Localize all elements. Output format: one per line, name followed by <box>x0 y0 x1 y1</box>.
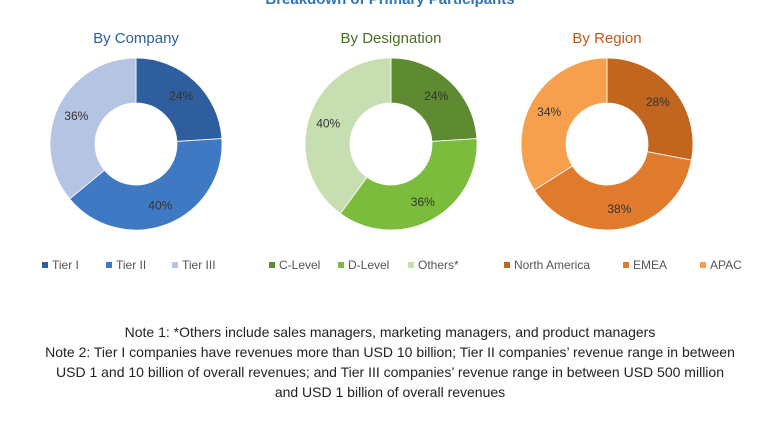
legend-item-d-level: D-Level <box>338 258 389 272</box>
legend-swatch-emea <box>623 261 629 268</box>
slice-label-tier-iii: 36% <box>64 109 88 123</box>
donut-slice-d-level <box>339 138 478 231</box>
designation-chart-title: By Designation <box>340 30 442 47</box>
region-donut-chart: 28% 38% 34% <box>520 57 694 231</box>
slice-label-d-level: 36% <box>411 195 435 209</box>
footnotes: Note 1: *Others include sales managers, … <box>0 322 780 402</box>
slice-label-tier-i: 24% <box>169 89 193 103</box>
note-1: Note 1: *Others include sales managers, … <box>124 324 656 340</box>
legend-item-tier-i: Tier I <box>42 258 79 272</box>
slice-label-apac: 34% <box>537 105 561 119</box>
legend-swatch-apac <box>700 261 706 268</box>
donut-slice-others <box>304 57 392 215</box>
legend-item-others: Others* <box>408 258 459 272</box>
legend-swatch-tier-ii <box>106 261 112 268</box>
donut-slice-emea <box>533 151 692 231</box>
legend-label-c-level: C-Level <box>279 258 321 272</box>
donut-slice-apac <box>520 57 608 191</box>
note-2-line-1: Note 2: Tier I companies have revenues m… <box>45 344 735 360</box>
legend-label-apac: APAC <box>710 258 742 272</box>
donut-slice-tier-iii <box>49 57 137 200</box>
company-donut-chart: 24% 40% 36% <box>49 57 223 231</box>
legend-label-tier-iii: Tier III <box>182 258 216 272</box>
legend-swatch-c-level <box>269 261 275 268</box>
legend-swatch-tier-i <box>42 261 48 268</box>
legend-item-emea: EMEA <box>623 258 667 272</box>
legend-item-apac: APAC <box>700 258 742 272</box>
legend-label-emea: EMEA <box>633 258 668 272</box>
slice-label-others: 40% <box>316 117 340 131</box>
donut-slice-c-level <box>390 57 478 142</box>
legend-item-c-level: C-Level <box>269 258 320 272</box>
slice-label-emea: 38% <box>607 202 631 216</box>
donut-slice-tier-ii <box>69 138 223 231</box>
note-2-line-2: USD 1 and 10 billion of overall revenues… <box>56 364 724 380</box>
slice-label-c-level: 24% <box>424 89 448 103</box>
legend-label-others: Others* <box>418 258 459 272</box>
donut-slice-north-america <box>606 57 694 161</box>
legend-label-d-level: D-Level <box>348 258 390 272</box>
company-chart-panel: By Company 24% 40% 36% Tier I Tier II Tier… <box>6 26 266 288</box>
legend-swatch-north-america <box>504 261 510 268</box>
region-chart-panel: By Region 28% 38% 34% North America EMEA A… <box>477 26 742 288</box>
slice-label-tier-ii: 40% <box>148 198 172 212</box>
legend-item-tier-iii: Tier III <box>172 258 216 272</box>
note-2-line-3: and USD 1 billion of overall revenues <box>274 384 506 400</box>
designation-chart-panel: By Designation 24% 36% 40% C-Level D-Level… <box>261 26 521 288</box>
region-chart-title: By Region <box>572 30 642 47</box>
legend-item-north-america: North America <box>504 258 590 272</box>
company-chart-title: By Company <box>93 30 179 47</box>
donut-slice-tier-i <box>135 57 223 142</box>
designation-donut-chart: 24% 36% 40% <box>304 57 478 231</box>
legend-label-tier-i: Tier I <box>52 258 79 272</box>
legend-swatch-d-level <box>338 261 344 268</box>
legend-label-tier-ii: Tier II <box>116 258 147 272</box>
page-title: Breakdown of Primary Participants <box>0 0 780 8</box>
legend-swatch-others <box>408 261 414 268</box>
legend-item-tier-ii: Tier II <box>106 258 146 272</box>
legend-label-north-america: North America <box>514 258 591 272</box>
legend-swatch-tier-iii <box>172 261 178 268</box>
slice-label-north-america: 28% <box>646 95 670 109</box>
